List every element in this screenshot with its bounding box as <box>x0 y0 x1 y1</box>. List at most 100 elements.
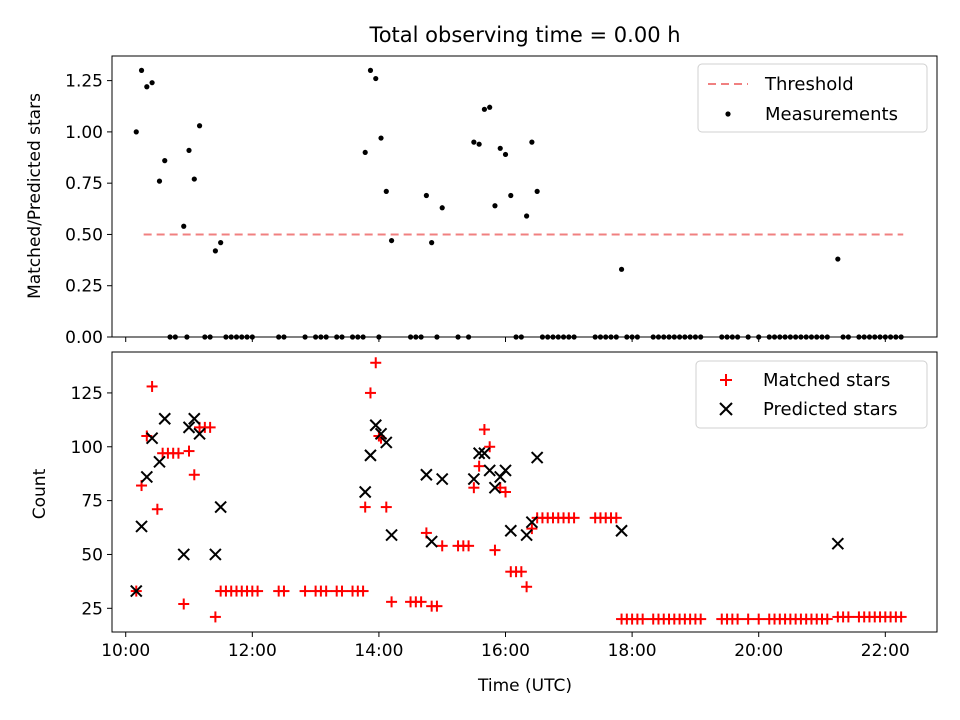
legend-matched-swatch <box>720 374 732 386</box>
ratio-point-0-107 <box>835 256 841 262</box>
count-ytick-label-4: 125 <box>71 384 103 404</box>
count-point-0-58 <box>500 486 512 498</box>
count-point-1-27 <box>499 464 512 477</box>
count-point-0-29 <box>320 585 332 597</box>
count-point-0-112 <box>842 611 854 623</box>
count-xtick-label-4: 18:00 <box>608 641 657 661</box>
count-point-0-31 <box>336 585 348 597</box>
legend-threshold-label: Threshold <box>764 74 854 95</box>
count-xtick-label-2: 14:00 <box>354 641 403 661</box>
ratio-point-0-12 <box>196 123 203 129</box>
count-xtick-label-1: 12:00 <box>228 641 277 661</box>
count-point-0-8 <box>172 447 184 459</box>
count-point-0-23 <box>252 585 264 597</box>
ratio-point-0-54 <box>492 203 498 209</box>
count-point-1-15 <box>374 427 388 441</box>
count-point-0-55 <box>484 441 496 453</box>
count-point-1-24 <box>483 464 496 477</box>
count-point-1-17 <box>385 528 398 542</box>
ratio-point-0-50 <box>471 139 477 145</box>
ratio-point-0-8 <box>181 223 187 229</box>
ratio-ytick-label-3: 0.75 <box>65 174 103 194</box>
count-point-1-30 <box>525 515 539 529</box>
ratio-point-0-55 <box>497 145 503 151</box>
count-point-1-13 <box>364 449 377 462</box>
ratio-point-0-52 <box>481 106 488 112</box>
count-panel: Count Time (UTC) 25 50 75 100 125 10:00 12:00 1… <box>30 351 938 696</box>
ratio-point-0-44 <box>423 192 429 199</box>
count-point-0-26 <box>299 585 311 597</box>
count-point-0-44 <box>415 596 427 608</box>
ratio-point-0-3 <box>149 80 155 86</box>
ratio-point-0-57 <box>508 192 514 199</box>
count-point-1-7 <box>182 421 196 434</box>
count-point-1-3 <box>145 431 159 445</box>
count-legend-box <box>695 360 928 429</box>
count-point-0-40 <box>380 501 392 513</box>
ratio-point-0-39 <box>383 188 389 194</box>
count-legend: Matched stars Predicted stars <box>695 360 928 429</box>
ratio-point-0-53 <box>487 104 493 110</box>
count-point-1-5 <box>158 412 171 425</box>
count-point-1-21 <box>467 472 481 486</box>
y-axis-label-count: Count <box>30 468 50 519</box>
count-point-1-11 <box>214 500 227 514</box>
count-point-0-41 <box>386 596 398 608</box>
count-point-1-22 <box>472 447 486 460</box>
count-point-0-61 <box>515 566 527 578</box>
count-point-1-4 <box>153 455 166 469</box>
count-point-1-6 <box>177 548 190 561</box>
count-point-1-19 <box>425 535 438 548</box>
legend-matched-label: Matched stars <box>763 370 890 391</box>
count-point-0-95 <box>732 613 744 625</box>
legend-predicted-swatch <box>719 402 733 416</box>
count-plot-frame <box>111 351 938 633</box>
ratio-point-0-0 <box>133 129 139 135</box>
count-point-1-23 <box>478 447 491 460</box>
ratio-ytick-label-0: 0.00 <box>65 328 103 348</box>
count-point-0-14 <box>204 421 216 433</box>
count-ytick-label-3: 100 <box>71 438 103 458</box>
count-point-0-76 <box>610 512 622 524</box>
count-point-1-32 <box>615 524 628 537</box>
count-point-1-0 <box>130 584 143 598</box>
count-point-1-31 <box>530 451 544 464</box>
count-point-0-71 <box>568 512 580 524</box>
y-axis-label-ratio: Matched/Predicted stars <box>25 93 45 299</box>
ratio-legend: Threshold Measurements <box>697 63 928 133</box>
count-ytick-label-0: 25 <box>81 599 103 619</box>
count-point-0-47 <box>431 600 443 612</box>
ratio-point-0-36 <box>373 75 379 82</box>
count-point-0-25 <box>278 585 290 597</box>
ratio-ytick-label-4: 1.00 <box>65 123 103 143</box>
count-series-1 <box>130 412 845 598</box>
count-point-1-28 <box>504 524 517 537</box>
ratio-point-0-15 <box>212 248 218 254</box>
count-point-0-109 <box>821 613 833 625</box>
count-point-0-51 <box>463 540 475 552</box>
count-point-1-18 <box>420 468 433 481</box>
count-point-0-3 <box>146 380 158 392</box>
count-point-1-9 <box>193 427 206 441</box>
ratio-point-0-11 <box>191 176 197 182</box>
ratio-ytick-label-1: 0.25 <box>65 277 103 297</box>
count-xtick-label-5: 20:00 <box>734 641 783 661</box>
count-xtick-label-3: 16:00 <box>481 641 530 661</box>
ratio-ytick-label-2: 0.50 <box>65 225 103 245</box>
ratio-point-0-47 <box>439 205 445 211</box>
count-point-0-97 <box>753 613 765 625</box>
legend-measurements-label: Measurements <box>765 104 898 125</box>
count-point-1-29 <box>520 528 533 542</box>
count-point-1-12 <box>358 485 372 499</box>
count-point-0-96 <box>742 613 754 625</box>
count-point-0-35 <box>359 501 371 513</box>
count-point-0-10 <box>183 445 195 457</box>
count-point-1-25 <box>488 481 502 494</box>
ratio-point-0-10 <box>186 147 192 153</box>
ratio-legend-box <box>697 63 928 133</box>
count-point-1-20 <box>436 472 449 486</box>
ratio-axes: 0.00 0.25 0.50 0.75 1.00 1.25 <box>65 72 886 348</box>
count-point-0-81 <box>637 613 649 625</box>
ratio-plot-frame <box>111 55 938 338</box>
